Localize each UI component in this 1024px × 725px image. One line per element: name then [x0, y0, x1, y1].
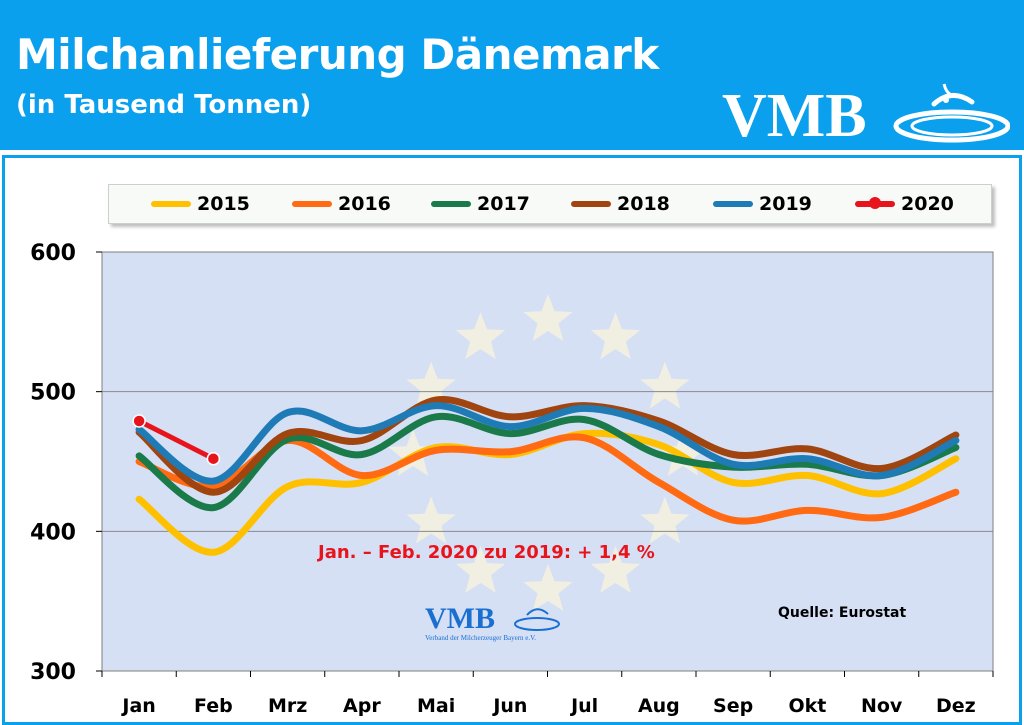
watermark-logo-text: VMB — [425, 602, 495, 635]
legend-swatch — [571, 201, 611, 207]
legend-swatch — [855, 197, 895, 209]
legend-swatch — [431, 201, 471, 207]
eu-star-icon — [455, 545, 506, 593]
legend-marker-icon — [869, 197, 881, 209]
legend-swatch — [151, 201, 191, 207]
eu-star-icon — [455, 312, 506, 360]
chart-source: Quelle: Eurostat — [778, 605, 906, 621]
y-tick-label: 600 — [30, 241, 76, 266]
eu-star-icon — [523, 294, 573, 341]
legend-item-2016: 2016 — [292, 185, 391, 223]
series-line-2017 — [135, 412, 960, 512]
eu-star-icon — [640, 496, 690, 544]
legend-item-2015: 2015 — [151, 185, 250, 223]
watermark-droplet-icon — [514, 617, 560, 631]
legend-label: 2015 — [197, 193, 250, 215]
y-tick-label: 300 — [30, 660, 76, 685]
eu-star-icon — [406, 361, 456, 409]
x-tick-label: Mrz — [268, 695, 307, 717]
series-line-2019 — [135, 402, 960, 485]
header-banner: Milchanlieferung Dänemark (in Tausend To… — [0, 0, 1024, 150]
legend-item-2020: 2020 — [855, 185, 954, 223]
x-tick-label: Apr — [343, 695, 381, 717]
watermark-droplet-arc-icon — [526, 608, 549, 616]
x-tick-label: Aug — [638, 695, 680, 717]
x-tick-label: Jul — [569, 695, 598, 717]
page-subtitle: (in Tausend Tonnen) — [16, 90, 312, 120]
x-tick-label: Jan — [120, 695, 155, 717]
legend-label: 2018 — [617, 193, 670, 215]
eu-star-icon — [406, 496, 456, 544]
vmb-logo: VMB — [722, 82, 1012, 150]
eu-star-icon — [590, 312, 641, 360]
legend-label: 2017 — [477, 193, 530, 215]
x-tick-label: Dez — [936, 695, 976, 717]
x-tick-label: Mai — [417, 695, 455, 717]
legend-label: 2019 — [759, 193, 812, 215]
series-line-2018 — [135, 396, 960, 496]
x-tick-label: Jun — [491, 695, 527, 717]
watermark-subtext: Verband der Milcherzeuger Bayern e.V. — [425, 634, 536, 642]
logo-text: VMB — [722, 82, 867, 150]
series-line-2020 — [136, 418, 216, 462]
droplet-logo-icon — [893, 83, 1010, 143]
x-tick-label: Nov — [861, 695, 903, 717]
data-point-2020 — [206, 451, 221, 466]
y-tick-label: 400 — [30, 520, 76, 545]
legend-item-2019: 2019 — [713, 185, 812, 223]
eu-star-icon — [523, 564, 573, 611]
eu-star-icon — [590, 545, 641, 593]
legend-label: 2020 — [901, 193, 954, 215]
data-point-2020 — [132, 414, 146, 428]
legend-swatch — [292, 201, 332, 207]
legend-label: 2016 — [338, 193, 391, 215]
chart-legend: 2015 2016 2017 2018 2019 2020 — [108, 184, 992, 224]
y-tick-label: 500 — [30, 381, 76, 406]
chart-annotation: Jan. – Feb. 2020 zu 2019: + 1,4 % — [316, 542, 655, 563]
legend-item-2017: 2017 — [431, 185, 530, 223]
x-tick-label: Feb — [194, 695, 233, 717]
legend-swatch — [713, 201, 753, 207]
eu-star-icon — [658, 429, 708, 476]
x-tick-label: Sep — [713, 695, 753, 717]
page-title: Milchanlieferung Dänemark — [16, 30, 659, 79]
x-tick-label: Okt — [788, 695, 826, 717]
legend-item-2018: 2018 — [571, 185, 670, 223]
eu-star-icon — [640, 361, 690, 409]
